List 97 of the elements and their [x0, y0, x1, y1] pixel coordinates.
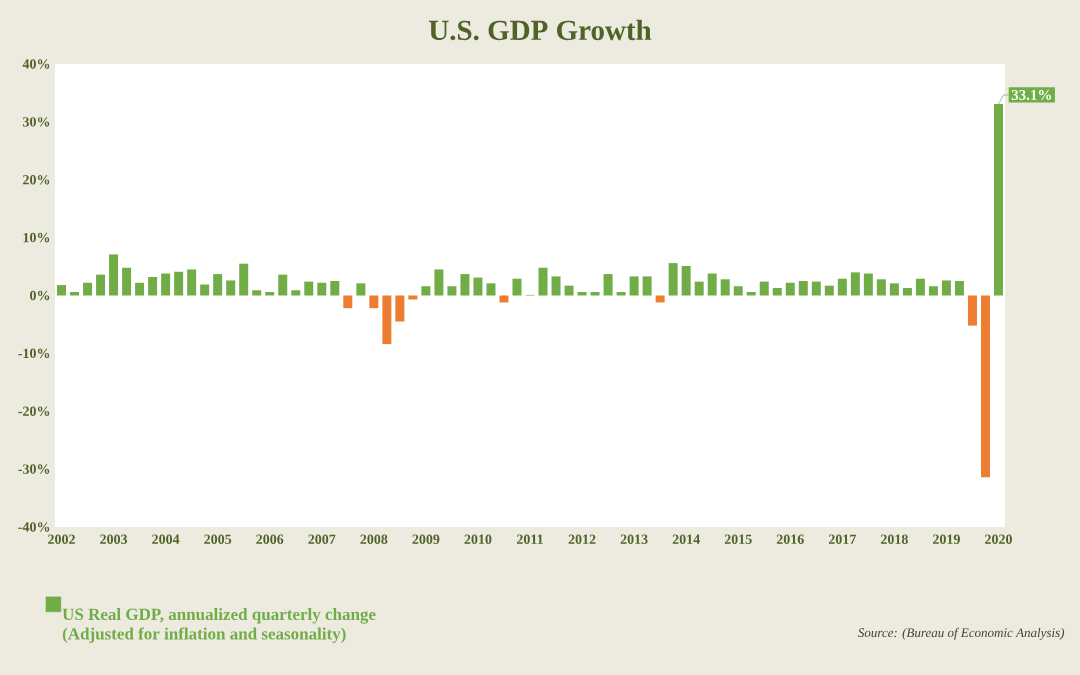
bar	[369, 295, 379, 309]
bar	[954, 281, 964, 296]
bar	[980, 295, 990, 478]
bar	[213, 274, 223, 296]
y-tick-label: 20%	[23, 175, 50, 185]
bar	[915, 278, 925, 296]
x-tick-label: 2003	[100, 534, 128, 544]
bar	[122, 267, 132, 296]
bar	[538, 267, 548, 296]
bar	[668, 263, 678, 296]
bar	[486, 283, 496, 296]
bar	[226, 280, 236, 296]
x-tick-label: 2018	[880, 534, 908, 544]
chart-title: U.S. GDP Growth	[429, 19, 652, 41]
y-tick-label: -20%	[18, 406, 50, 416]
y-tick-label: 0%	[30, 290, 50, 301]
x-tick-label: 2019	[933, 534, 960, 544]
bar	[603, 274, 613, 296]
bar	[57, 285, 67, 296]
bar	[161, 273, 171, 296]
bar	[681, 265, 691, 296]
bar	[707, 273, 717, 296]
y-tick-label: 30%	[23, 117, 50, 127]
bar	[343, 295, 353, 309]
x-tick-label: 2010	[464, 534, 492, 544]
bar	[395, 295, 405, 322]
x-tick-label: 2009	[412, 534, 440, 544]
bar	[356, 283, 366, 296]
bar	[148, 276, 158, 296]
bar	[889, 283, 899, 296]
bar	[824, 285, 834, 296]
bar	[772, 287, 782, 296]
y-tick-label: -30%	[18, 464, 50, 474]
bar	[967, 295, 977, 326]
bar	[382, 295, 392, 345]
bar	[798, 281, 808, 296]
bar	[421, 286, 431, 296]
bar	[252, 290, 262, 296]
bar	[837, 278, 847, 296]
x-tick-label: 2008	[360, 534, 388, 544]
x-tick-label: 2014	[672, 534, 700, 544]
bar	[83, 282, 93, 296]
bar	[811, 281, 821, 296]
bar	[408, 295, 418, 300]
x-tick-label: 2017	[828, 534, 856, 544]
bar	[109, 254, 119, 296]
bar	[655, 295, 665, 303]
bar	[330, 281, 340, 296]
bar	[928, 286, 938, 296]
legend-label: US Real GDP, annualized quarterly change (Adjusted for inflation and seasonality)	[62, 608, 376, 644]
bar	[187, 269, 197, 296]
y-tick-label: -10%	[18, 348, 50, 359]
bar	[239, 263, 249, 296]
bar	[460, 274, 470, 296]
bar	[902, 287, 912, 296]
x-tick-label: 2015	[724, 534, 752, 544]
bar	[434, 269, 444, 296]
bar	[863, 273, 873, 296]
bar	[629, 276, 639, 296]
bar	[733, 286, 743, 296]
y-tick-label: 40%	[22, 59, 50, 69]
bar	[551, 276, 561, 296]
bar	[473, 277, 483, 296]
bar	[564, 285, 574, 296]
bar	[304, 281, 314, 296]
y-tick-label: 10%	[23, 232, 50, 243]
x-tick-label: 2006	[256, 534, 284, 544]
x-tick-label: 2002	[48, 534, 75, 544]
bar	[941, 280, 951, 296]
bar	[135, 282, 145, 296]
bar	[642, 276, 652, 296]
bar	[96, 274, 106, 296]
x-tick-label: 2020	[985, 534, 1012, 544]
x-tick-label: 2007	[308, 534, 336, 544]
source-note: Source: (Bureau of Economic Analysis)	[858, 627, 1065, 640]
bar	[200, 284, 210, 296]
x-tick-label: 2012	[568, 534, 596, 544]
x-tick-label: 2013	[620, 534, 648, 544]
bar	[785, 282, 795, 296]
bar	[850, 272, 860, 296]
bar	[720, 279, 730, 296]
bar	[291, 290, 301, 296]
x-tick-label: 2016	[776, 534, 804, 544]
bar	[499, 295, 509, 303]
bar	[694, 281, 704, 296]
x-tick-label: 2011	[516, 534, 543, 544]
bar	[512, 278, 522, 296]
bar	[278, 274, 288, 296]
x-tick-label: 2005	[204, 534, 232, 544]
x-tick-label: 2004	[152, 534, 180, 544]
bar	[174, 271, 184, 296]
y-tick-label: -40%	[18, 522, 50, 532]
data-label: 33.1%	[1011, 89, 1052, 101]
bar	[447, 286, 457, 296]
bar	[876, 279, 886, 296]
bar	[759, 281, 769, 296]
bar	[317, 282, 327, 296]
